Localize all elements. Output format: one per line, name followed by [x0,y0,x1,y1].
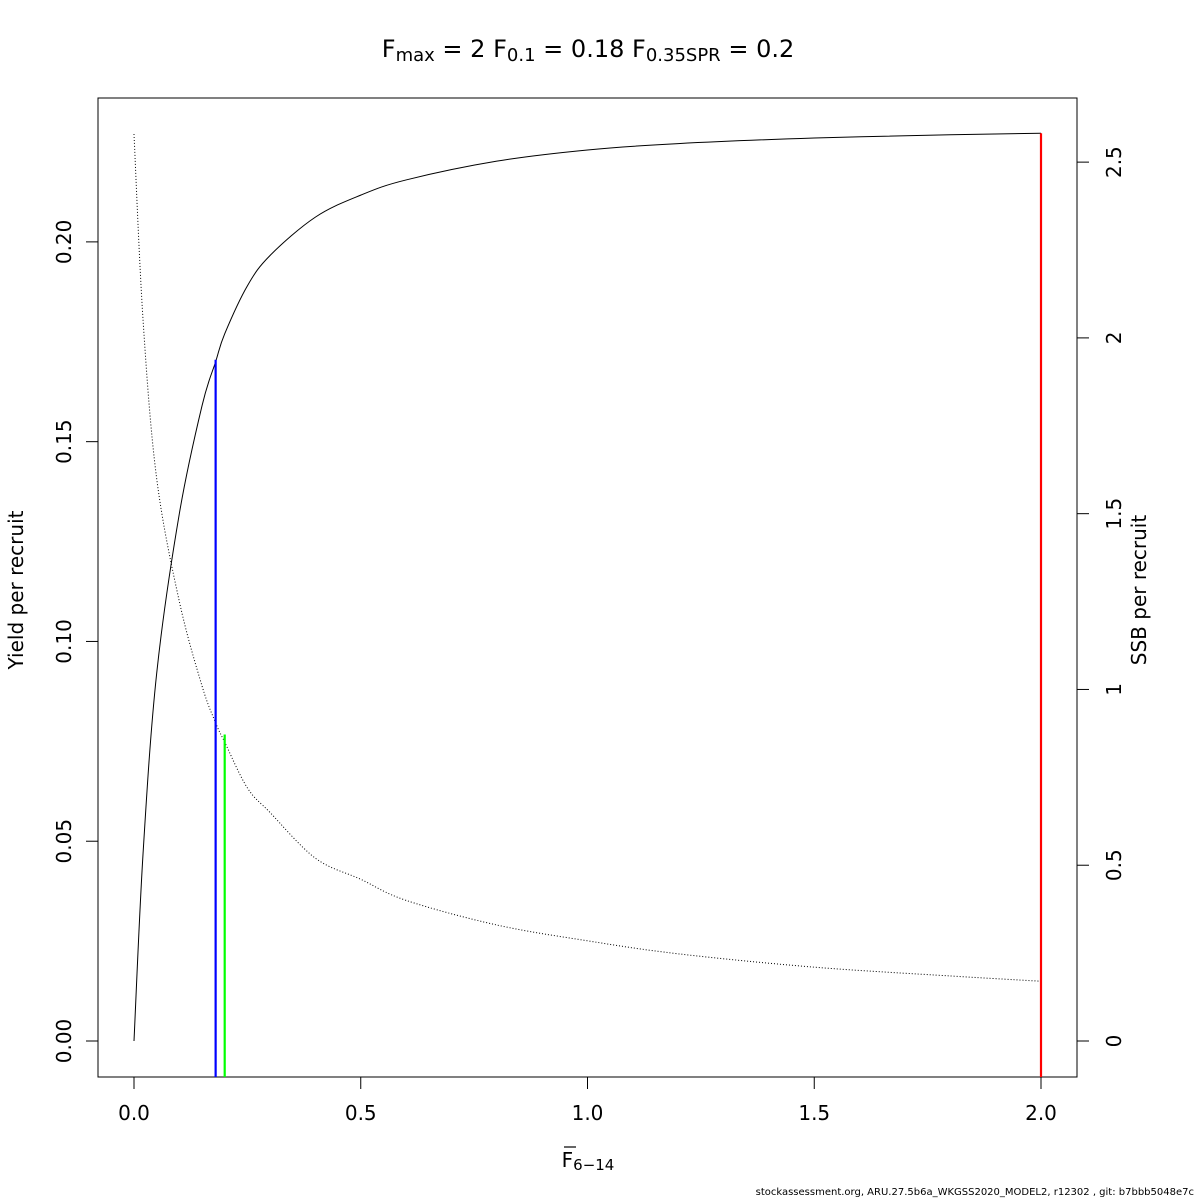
title-f01-value: 0.18 [571,35,624,63]
y-left-tick-label: 0.00 [52,1019,76,1064]
title-gap-2 [624,35,632,63]
ssb-per-recruit-curve [133,133,1042,982]
y-right-tick-label: 2.5 [1102,146,1126,178]
footer-source: stockassessment.org, ARU.27.5b6a_WKGSS20… [755,1187,1194,1198]
y-right-tick-label: 1 [1102,683,1126,696]
title-fmax-subscript: max [396,45,436,66]
y-right-tick-label: 2 [1102,332,1126,345]
title-f035spr-eq: = [721,35,756,63]
yield-per-recruit-curve [133,132,1042,1042]
y-right-tick-label: 1.5 [1102,498,1126,530]
title-fmax-value: 2 [470,35,485,63]
y-left-tick-label: 0.05 [52,819,76,864]
y-right-axis: 0 0.5 1 1.5 2 2.5 [1076,146,1126,1048]
y-left-tick-label: 0.10 [52,619,76,664]
title-f01-subscript: 0.1 [507,45,536,66]
chart-title: Fmax = 2 F0.1 = 0.18 F0.35SPR = 0.2 [382,35,794,66]
title-f035spr-symbol: F [632,35,646,63]
x-axis-label-symbol: F [562,1148,574,1172]
y-right-tick-label: 0 [1102,1035,1126,1048]
title-gap-1 [485,35,493,63]
reference-lines [214,133,1043,1077]
y-right-axis-label: SSB per recruit [1127,515,1151,666]
title-f035spr-value: 0.2 [756,35,794,63]
plot-frame [97,97,1078,1078]
x-axis-label: F6−14 [562,1148,615,1174]
y-left-tick-label: 0.15 [52,419,76,464]
x-axis: 0.0 0.5 1.0 1.5 2.0 [118,1076,1057,1125]
title-f01-eq: = [536,35,571,63]
title-f01-symbol: F [493,35,507,63]
x-tick-label: 0.5 [345,1101,377,1125]
x-tick-label: 1.0 [572,1101,604,1125]
x-tick-label: 0.0 [118,1101,150,1125]
y-right-tick-label: 0.5 [1102,849,1126,881]
title-fmax-symbol: F [382,35,396,63]
y-left-axis-label: Yield per recruit [4,510,28,670]
y-left-axis: 0.00 0.05 0.10 0.15 0.20 [52,220,99,1064]
series-layer [133,132,1042,1042]
y-left-tick-label: 0.20 [52,220,76,265]
title-f035spr-subscript: 0.35SPR [646,45,721,66]
x-axis-label-subscript: 6−14 [573,1156,614,1174]
x-tick-label: 2.0 [1025,1101,1057,1125]
x-tick-label: 1.5 [798,1101,830,1125]
title-fmax-eq: = [435,35,470,63]
